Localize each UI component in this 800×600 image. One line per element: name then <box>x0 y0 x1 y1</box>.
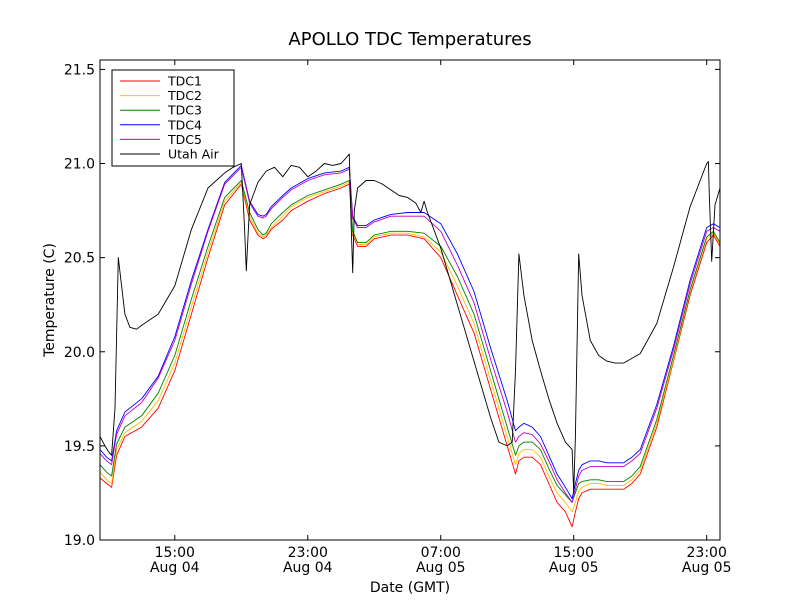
series-group <box>100 153 720 528</box>
y-tick-label: 19.0 <box>64 533 95 549</box>
plot-frame <box>99 59 721 541</box>
x-axis-label: Date (GMT) <box>370 580 450 596</box>
y-tick-label: 20.0 <box>64 345 95 361</box>
x-tick-label-date: Aug 04 <box>150 560 200 576</box>
x-tick-label-time: 23:00 <box>288 545 328 561</box>
y-tick-label: 21.0 <box>64 157 95 173</box>
series-line-tdc2 <box>100 181 720 513</box>
x-tick-label-date: Aug 05 <box>416 560 466 576</box>
legend-label-tdc3: TDC3 <box>167 103 202 118</box>
x-tick-label-date: Aug 05 <box>682 560 732 576</box>
y-tick-label: 19.5 <box>64 439 95 455</box>
x-tick-label-time: 23:00 <box>687 545 727 561</box>
legend-label-tdc1: TDC1 <box>167 74 202 89</box>
x-tick-label-date: Aug 05 <box>549 560 599 576</box>
legend-label-tdc5: TDC5 <box>167 132 202 147</box>
x-tick-label-time: 15:00 <box>155 545 195 561</box>
y-axis-label: Temperature (C) <box>42 243 58 358</box>
series-line-tdc4 <box>100 164 720 500</box>
series-line-utah-air <box>100 153 720 494</box>
legend-label-tdc4: TDC4 <box>167 117 202 132</box>
x-tick-label-date: Aug 04 <box>283 560 333 576</box>
legend-label-tdc2: TDC2 <box>167 88 202 103</box>
series-line-tdc1 <box>100 183 720 528</box>
y-tick-label: 20.5 <box>64 251 95 267</box>
y-tick-label: 21.5 <box>64 62 95 78</box>
legend-label-utah-air: Utah Air <box>168 147 220 162</box>
y-axis-ticks: 19.0 19.5 20.0 20.5 21.0 21.5 <box>64 62 720 549</box>
chart-title: APOLLO TDC Temperatures <box>288 29 531 50</box>
series-line-tdc3 <box>100 180 720 503</box>
x-tick-label-time: 07:00 <box>421 545 461 561</box>
legend-box <box>111 69 235 167</box>
x-tick-label-time: 15:00 <box>554 545 594 561</box>
series-line-tdc5 <box>100 166 720 503</box>
